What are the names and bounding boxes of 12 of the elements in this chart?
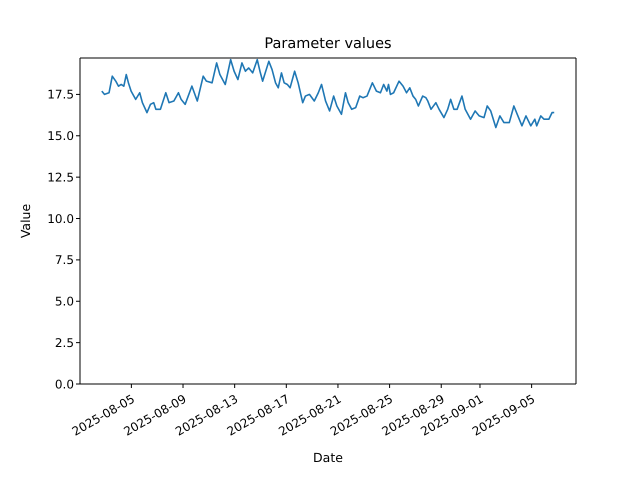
y-tick-label: 10.0 (47, 212, 74, 226)
chart-title: Parameter values (264, 36, 392, 52)
y-tick-label: 7.5 (54, 253, 74, 268)
y-tick-label: 12.5 (47, 170, 74, 184)
y-tick-label: 15.0 (47, 129, 74, 144)
y-tick-label: 0.0 (54, 377, 74, 392)
y-axis-title: Value (18, 204, 33, 238)
y-tick-label: 2.5 (54, 336, 74, 350)
y-tick-label: 5.0 (54, 294, 74, 309)
line-series (100, 58, 556, 128)
x-axis-title: Date (313, 450, 344, 465)
y-tick-label: 17.5 (47, 88, 74, 102)
